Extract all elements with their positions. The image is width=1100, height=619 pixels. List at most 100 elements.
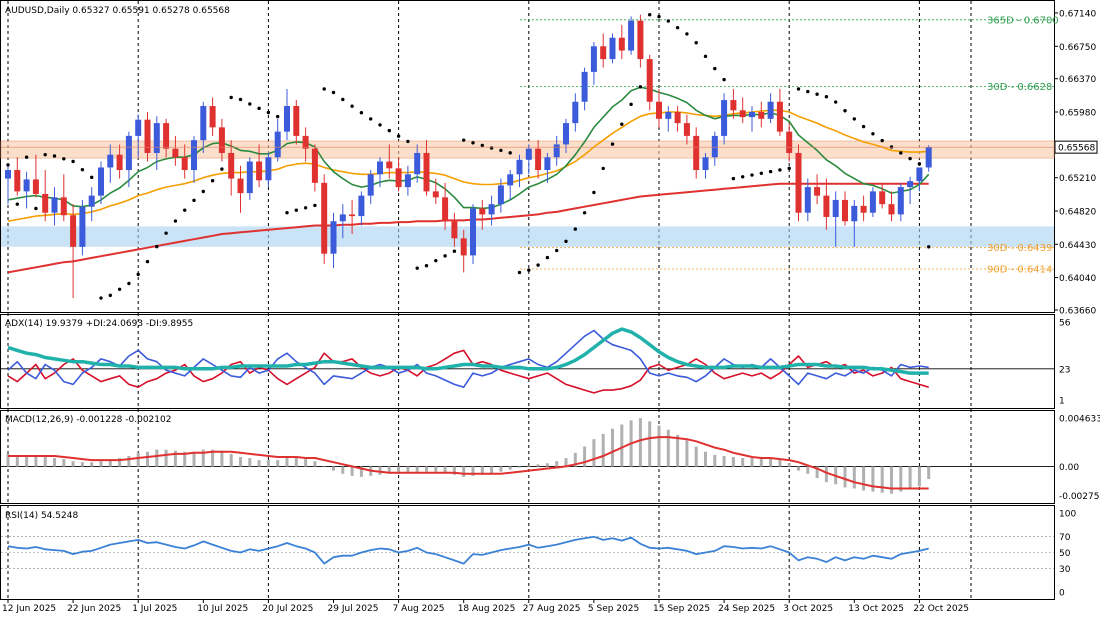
candle-body [404, 174, 411, 188]
level-label: 90D - 0.6414 [987, 265, 1052, 276]
sar-dot [629, 102, 633, 107]
candle-body [656, 101, 662, 119]
candle-body [786, 131, 793, 153]
macd-histogram-bar [824, 466, 828, 483]
macd-histogram-bar [471, 466, 475, 476]
candle-body [116, 154, 123, 171]
candle-body [646, 59, 653, 102]
candle-body [916, 167, 923, 182]
sar-dot [127, 281, 131, 286]
sar-dot [778, 168, 782, 172]
macd-histogram-bar [843, 466, 847, 488]
sar-dot [768, 169, 773, 174]
candle-body [107, 154, 114, 168]
sar-dot [415, 266, 419, 270]
macd-histogram-bar [71, 461, 75, 467]
macd-histogram-bar [787, 463, 791, 467]
macd-histogram-bar [425, 466, 428, 472]
rsi-series [1, 535, 1054, 569]
sar-dot [489, 146, 494, 150]
sar-dot [508, 151, 512, 155]
sar-dot [527, 268, 531, 272]
macd-histogram-bar [731, 457, 735, 467]
candle-body [674, 112, 681, 124]
macd-histogram-bar [611, 428, 614, 467]
macd-histogram-bar [722, 455, 726, 467]
sar-dot [722, 77, 726, 82]
candle-body [330, 221, 337, 254]
macd-histogram-bar [99, 461, 103, 467]
sar-dot [824, 95, 829, 99]
rsi-line [7, 535, 929, 565]
sar-dot [322, 87, 326, 91]
candle-body [311, 148, 318, 183]
sar-dot [741, 175, 745, 179]
sar-dot [136, 272, 140, 277]
macd-histogram-bar [797, 466, 800, 471]
candle-body [200, 106, 207, 141]
sar-dot [861, 124, 866, 129]
macd-histogram-bar [266, 460, 270, 467]
sar-dot [880, 138, 884, 143]
sar-dot [787, 166, 791, 171]
macd-histogram-bar [927, 466, 931, 480]
candle-body [507, 174, 514, 186]
macd-histogram-bar [155, 449, 159, 467]
macd-histogram-bar [452, 466, 456, 475]
macd-histogram-bar [704, 451, 707, 467]
macd-histogram-bar [62, 459, 66, 467]
sar-dot [731, 176, 736, 181]
macd-histogram-bar [778, 460, 782, 467]
sar-dot [359, 111, 364, 115]
sar-dot [434, 258, 438, 263]
sar-dot [545, 255, 550, 260]
sar-dot [759, 171, 763, 175]
sar-dot [43, 152, 47, 157]
rsi-tick-label: 30 [1059, 565, 1071, 575]
candle-body [321, 182, 328, 254]
macd-histogram-bar [806, 466, 810, 474]
candle-body [823, 195, 830, 217]
candle-body [349, 214, 356, 217]
sar-dot [99, 296, 103, 300]
sar-dot [908, 156, 912, 161]
candle-body [386, 161, 393, 169]
candle-body [879, 191, 886, 205]
candle-body [423, 152, 430, 192]
candle-body [172, 148, 179, 158]
sar-dot [806, 89, 810, 94]
macd-histogram-bar [229, 453, 233, 467]
sar-dot [852, 117, 856, 121]
sar-dot [657, 14, 661, 19]
macd-histogram-bar [499, 466, 503, 472]
sar-dot [536, 263, 540, 267]
sar-dot [917, 162, 922, 166]
macd-histogram-bar [285, 458, 289, 467]
macd-histogram-bar [815, 466, 819, 478]
macd-histogram-bar [601, 433, 605, 467]
candle-body [293, 106, 300, 136]
sar-dot [220, 167, 224, 171]
sar-dot [499, 148, 503, 153]
macd-histogram-bar [908, 466, 912, 490]
candle-body [479, 208, 486, 215]
macd-series [1, 418, 1054, 494]
candle-body [637, 20, 644, 60]
macd-histogram-bar [694, 446, 698, 467]
candle-body [609, 37, 616, 60]
x-tick-label: 10 Jul 2025 [197, 604, 248, 614]
x-tick-label: 18 Aug 2025 [458, 604, 516, 614]
vertical-gridlines [7, 1, 972, 599]
macd-histogram-bar [183, 451, 187, 467]
macd-histogram-bar [657, 425, 661, 467]
price-tick-label: 0.66750 [1059, 43, 1096, 53]
sar-dot [834, 100, 838, 104]
macd-histogram-bar [648, 421, 652, 467]
macd-histogram-bar [564, 458, 568, 467]
price-tick-label: 0.66370 [1059, 75, 1096, 85]
macd-histogram-bar [899, 466, 903, 492]
macd-histogram-bar [164, 449, 168, 467]
macd-histogram-bar [313, 461, 317, 467]
sar-dot [313, 203, 317, 208]
